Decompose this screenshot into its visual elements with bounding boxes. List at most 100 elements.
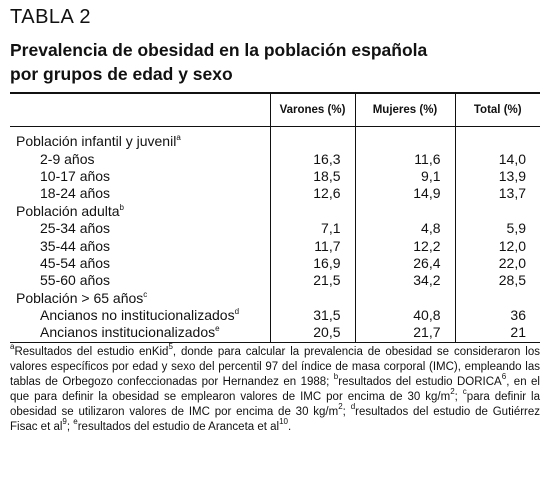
value-cell: 5,9 — [454, 219, 540, 238]
column-header: Total (%) — [454, 93, 540, 127]
footnote-sup: b — [333, 372, 339, 381]
row-label: 25-34 años — [40, 220, 111, 237]
column-header: Mujeres (%) — [354, 93, 455, 127]
row-label-cell: 55-60 años — [10, 272, 270, 289]
group-label: Población > 65 añosc — [10, 290, 270, 307]
value-cell: 13,7 — [454, 185, 540, 203]
footnote-ref: b — [119, 202, 124, 212]
value-cell: 40,8 — [354, 306, 455, 325]
empty-cell — [354, 202, 455, 220]
data-table: Varones (%) Mujeres (%) Total (%) Població… — [10, 92, 540, 343]
footnote-sup: d — [350, 402, 356, 411]
footnote-text: para definir la obesidad se utilizaron v… — [10, 391, 541, 418]
empty-cell — [454, 126, 540, 151]
group-row: Población adultab — [10, 202, 540, 220]
value-cell: 14,0 — [454, 150, 540, 168]
footnote: aResultados del estudio enKid5, donde pa… — [10, 342, 541, 435]
footnote-text: ; — [66, 421, 74, 433]
value-cell: 21 — [454, 324, 540, 343]
row-label-cell: 45-54 años — [10, 255, 270, 272]
value-cell: 16,9 — [269, 254, 355, 273]
value-cell: 18,5 — [269, 167, 355, 186]
data-row: 2-9 años 16,3 11,6 14,0 — [10, 150, 540, 168]
value-cell: 9,1 — [354, 167, 455, 186]
row-label-cell: 2-9 años — [10, 150, 270, 167]
empty-cell — [354, 126, 455, 151]
row-label: Ancianos no institucionalizados — [40, 307, 235, 324]
value-cell: 21,5 — [269, 272, 355, 290]
group-row: Población infantil y juvenila — [10, 126, 540, 151]
value-cell: 7,1 — [269, 219, 355, 238]
table-body: Población infantil y juvenila 2-9 años 16,… — [10, 126, 540, 343]
table-label: TABLA 2 — [10, 6, 91, 28]
footnote-text: Resultados del estudio enKid — [14, 346, 169, 358]
footnote-sup: 2 — [338, 402, 343, 411]
empty-cell — [269, 289, 355, 307]
value-cell: 11,6 — [354, 150, 455, 168]
value-cell: 20,5 — [269, 324, 355, 343]
footnote-ref: c — [143, 289, 148, 299]
footnote-sup: a — [10, 342, 15, 351]
row-label-cell: 25-34 años — [10, 220, 270, 237]
footnote-sup: 10 — [279, 417, 289, 426]
group-label: Población adultab — [10, 203, 270, 220]
footnote-text: . — [288, 421, 292, 433]
footnote-ref: e — [215, 324, 220, 334]
row-label-cell: 18-24 años — [10, 185, 270, 202]
row-label: Población infantil y juvenil — [16, 133, 177, 150]
footnote-ref: a — [176, 133, 181, 143]
footnote-text: , donde para calcular la prevalencia de … — [10, 346, 540, 388]
value-cell: 13,9 — [454, 167, 540, 186]
value-cell: 21,7 — [354, 324, 455, 343]
empty-cell — [454, 202, 540, 220]
value-cell: 34,2 — [354, 272, 455, 290]
row-label: 55-60 años — [40, 272, 111, 289]
footnote-text: resultados del estudio de Gutiérrez Fisa… — [10, 406, 541, 433]
value-cell: 11,7 — [269, 237, 355, 255]
footnote-ref: d — [234, 307, 240, 317]
value-cell: 12,0 — [454, 237, 540, 255]
footnote-sup: 2 — [450, 387, 455, 396]
group-label: Población infantil y juvenila — [10, 127, 270, 151]
row-label: Población adulta — [16, 202, 120, 219]
empty-cell — [354, 289, 455, 307]
row-label: Población > 65 años — [16, 289, 144, 306]
group-row: Población > 65 añosc — [10, 289, 540, 307]
value-cell: 26,4 — [354, 254, 455, 273]
value-cell: 31,5 — [269, 306, 355, 325]
row-label: 10-17 años — [40, 167, 111, 184]
row-label-cell: 10-17 años — [10, 168, 270, 185]
footnote-text: , en el que para definir la obesidad se … — [10, 376, 540, 403]
data-row: Ancianos no institucionalizadosd 31,5 40,8… — [10, 306, 540, 325]
footnote-text: ; — [342, 406, 351, 418]
data-row: 25-34 años 7,1 4,8 5,9 — [10, 219, 540, 238]
data-row: 35-44 años 11,7 12,2 12,0 — [10, 237, 540, 255]
row-label-cell: Ancianos institucionalizadose — [10, 324, 270, 342]
footnote-text: ; — [454, 391, 463, 403]
header-cell — [10, 93, 270, 127]
empty-cell — [454, 289, 540, 307]
value-cell: 16,3 — [269, 150, 355, 168]
row-label: Ancianos institucionalizados — [40, 324, 216, 341]
value-cell: 4,8 — [354, 219, 455, 238]
header-row: Varones (%) Mujeres (%) Total (%) — [10, 93, 540, 127]
title-line: Prevalencia de obesidad en la población … — [10, 40, 428, 60]
row-label: 45-54 años — [40, 254, 111, 271]
empty-cell — [269, 202, 355, 220]
column-header: Varones (%) — [269, 93, 355, 127]
footnote-text: resultados del estudio de Aranceta et al — [77, 421, 280, 433]
data-row: 18-24 años 12,6 14,9 13,7 — [10, 185, 540, 203]
data-row: Ancianos institucionalizadose 20,5 21,7 21 — [10, 324, 540, 343]
footnote-text: resultados del estudio DORICA — [338, 376, 502, 388]
footnote-sup: 6 — [501, 372, 507, 381]
table-title: Prevalencia de obesidad en la población … — [10, 38, 427, 86]
footnote-sup: e — [73, 417, 78, 426]
title-line: por grupos de edad y sexo — [10, 64, 233, 84]
data-row: 55-60 años 21,5 34,2 28,5 — [10, 272, 540, 290]
row-label-cell: Ancianos no institucionalizadosd — [10, 307, 270, 324]
footnote-sup: 5 — [168, 342, 173, 351]
value-cell: 14,9 — [354, 185, 455, 203]
footnote-sup: c — [462, 387, 467, 396]
empty-cell — [269, 126, 355, 151]
